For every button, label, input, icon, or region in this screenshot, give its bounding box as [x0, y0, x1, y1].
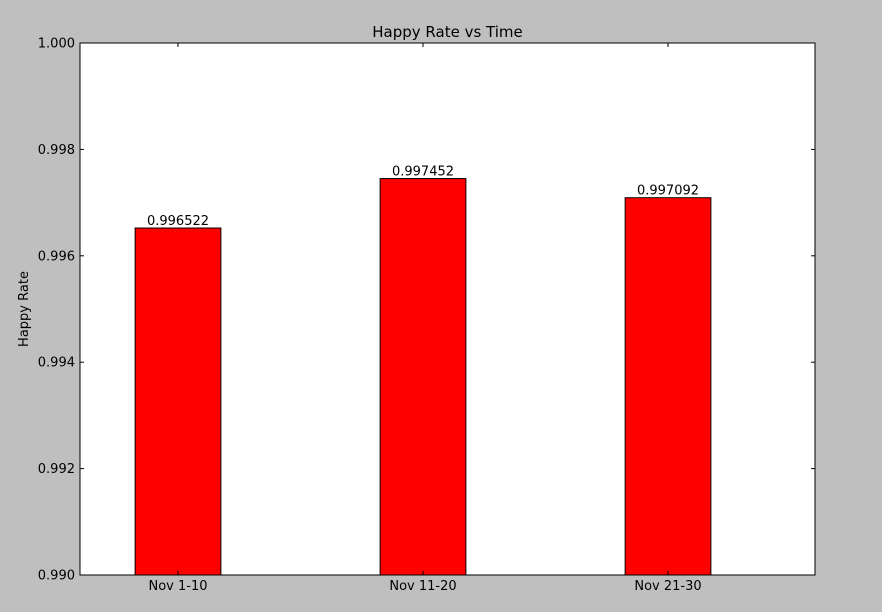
y-tick-label: 0.994 [38, 356, 75, 371]
bars-layer [134, 178, 712, 576]
chart-title: Happy Rate vs Time [372, 23, 523, 41]
y-tick-label: 0.990 [38, 569, 75, 584]
y-tick-label: 0.996 [38, 249, 75, 264]
plot-frame [79, 42, 816, 576]
y-tick-label: 0.992 [38, 462, 75, 477]
y-tick-label: 0.998 [38, 143, 75, 158]
bar-value-label: 0.997092 [637, 184, 699, 199]
labels-layer: 0.996522 Nov 1-10 0.997452 Nov 11-20 0.99709… [38, 37, 702, 595]
bar [624, 197, 712, 576]
bar [379, 178, 467, 576]
bar-value-label: 0.997452 [392, 165, 454, 180]
bar [134, 227, 222, 576]
bar-value-label: 0.996522 [147, 214, 209, 229]
y-tick-label: 1.000 [38, 37, 75, 52]
x-tick-label: Nov 21-30 [634, 579, 701, 594]
x-tick-label: Nov 11-20 [389, 579, 456, 594]
y-axis-label: Happy Rate [17, 271, 32, 347]
x-tick-label: Nov 1-10 [148, 579, 207, 594]
